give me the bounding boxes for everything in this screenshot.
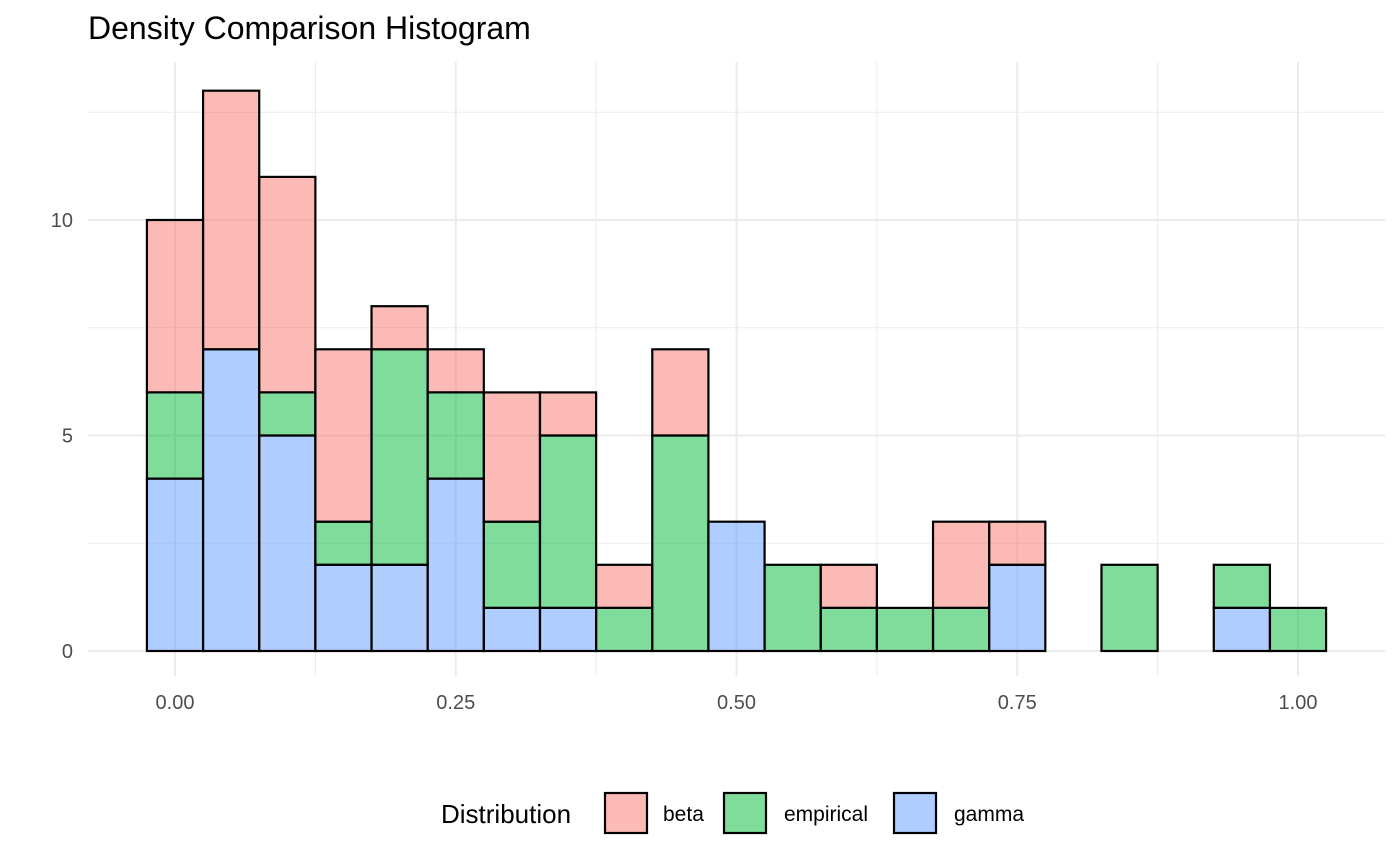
- bar-empirical: [931, 606, 991, 653]
- bar-empirical: [370, 348, 429, 566]
- legend-key-gamma: [892, 791, 938, 835]
- bar-gamma: [538, 606, 598, 653]
- bar-gamma: [482, 606, 542, 653]
- x-axis-ticks: 0.00 0.25 0.50 0.75 1.00: [156, 692, 1318, 714]
- bar-gamma: [988, 563, 1047, 653]
- legend-key-empirical: [722, 791, 768, 835]
- bar-beta: [819, 563, 878, 609]
- bar-beta: [258, 175, 317, 394]
- bar-empirical: [651, 434, 710, 653]
- bar-empirical: [819, 606, 878, 653]
- y-tick-label: 5: [62, 426, 73, 448]
- bar-beta: [314, 348, 373, 523]
- x-tick-label: 0.25: [436, 692, 475, 714]
- bar-beta: [988, 520, 1047, 566]
- x-tick-label: 0.00: [156, 692, 195, 714]
- x-tick-label: 0.75: [998, 692, 1037, 714]
- bars-group: [145, 89, 1328, 653]
- bar-empirical: [258, 391, 317, 437]
- legend-label-beta: beta: [663, 803, 704, 826]
- legend: Distribution beta empirical gamma: [441, 791, 1024, 835]
- bar-gamma: [370, 563, 429, 653]
- bar-empirical: [875, 606, 935, 653]
- bar-empirical: [314, 520, 373, 566]
- bar-beta: [201, 89, 261, 351]
- legend-title: Distribution: [441, 799, 571, 829]
- chart-title: Density Comparison Histogram: [88, 10, 531, 46]
- bar-gamma: [1212, 606, 1272, 653]
- bar-beta: [538, 391, 598, 437]
- x-tick-label: 0.50: [717, 692, 756, 714]
- bar-beta: [595, 563, 654, 609]
- bar-empirical: [1212, 563, 1272, 609]
- bar-empirical: [538, 434, 598, 609]
- bar-gamma: [707, 520, 766, 653]
- y-tick-label: 10: [51, 210, 73, 232]
- bar-empirical: [482, 520, 542, 610]
- bar-empirical: [595, 606, 654, 653]
- y-axis-ticks: 0 5 10: [51, 210, 73, 663]
- bar-beta: [426, 348, 485, 394]
- bar-empirical: [426, 391, 485, 480]
- x-tick-label: 1.00: [1279, 692, 1318, 714]
- bar-gamma: [201, 348, 261, 653]
- bar-beta: [482, 391, 542, 523]
- legend-label-gamma: gamma: [954, 803, 1024, 826]
- bar-beta: [651, 348, 710, 437]
- bar-empirical: [1268, 606, 1328, 653]
- bar-gamma: [258, 434, 317, 653]
- bar-empirical: [1100, 563, 1159, 653]
- bar-gamma: [145, 477, 205, 653]
- bar-empirical: [763, 563, 822, 653]
- bar-empirical: [145, 391, 205, 480]
- y-tick-label: 0: [62, 641, 73, 663]
- legend-key-beta: [603, 791, 649, 835]
- bar-beta: [931, 520, 991, 610]
- bar-gamma: [314, 563, 373, 653]
- legend-label-empirical: empirical: [784, 803, 868, 826]
- bar-beta: [370, 305, 429, 351]
- bar-beta: [145, 218, 205, 394]
- bar-gamma: [426, 477, 485, 653]
